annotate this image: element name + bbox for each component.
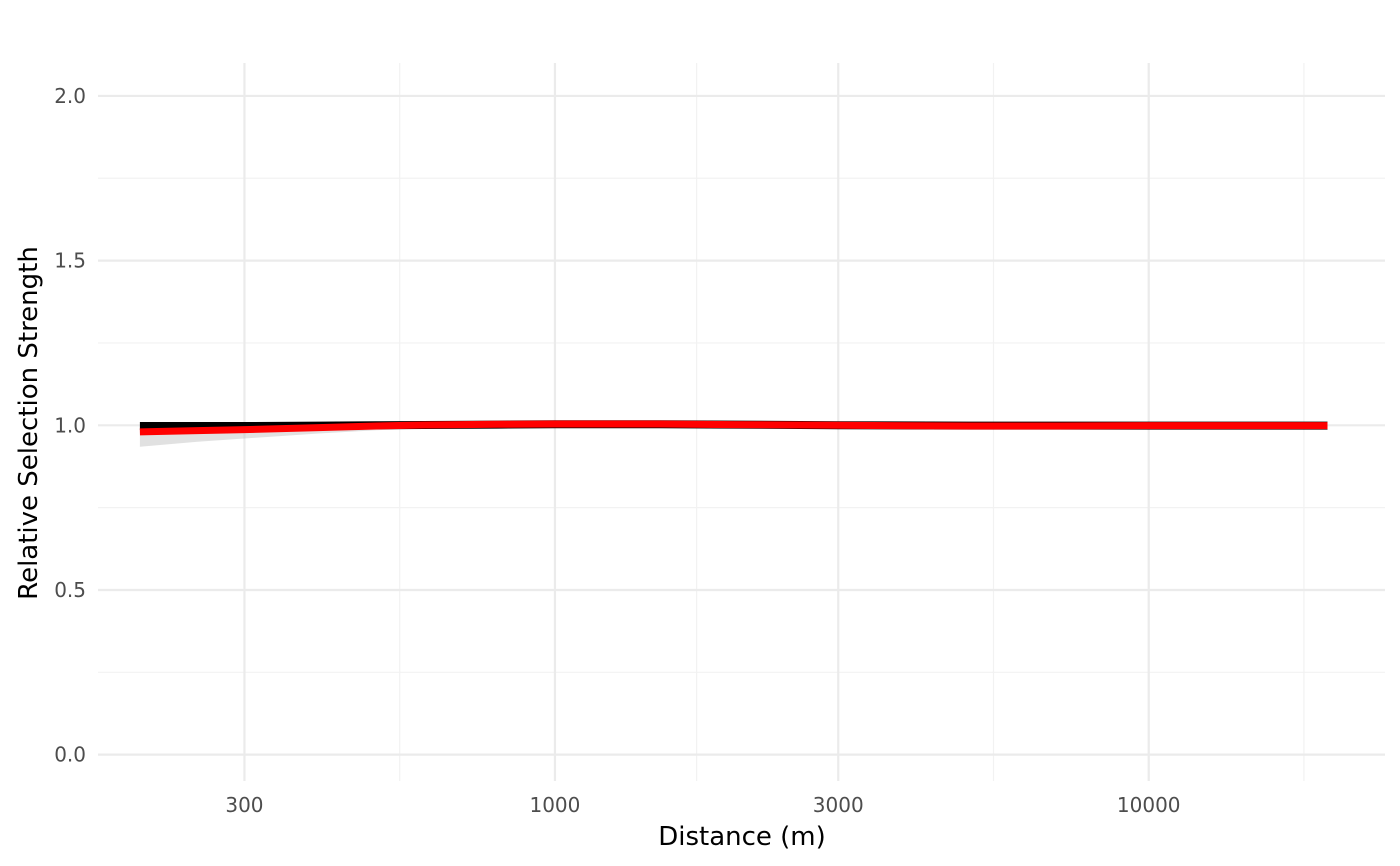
- y-tick-label: 1.5: [54, 249, 86, 273]
- y-tick-labels: 0.0 0.5 1.0 1.5 2.0: [54, 84, 86, 767]
- x-tick-label: 1000: [529, 793, 580, 817]
- y-tick-label: 0.5: [54, 578, 86, 602]
- x-axis-title: Distance (m): [658, 822, 826, 852]
- y-axis-title: Relative Selection Strength: [14, 246, 44, 600]
- y-tick-label: 2.0: [54, 84, 86, 108]
- x-tick-label: 300: [225, 793, 263, 817]
- x-tick-labels: 300 1000 3000 10000: [225, 793, 1180, 817]
- series-layer: [139, 420, 1328, 447]
- x-tick-label: 10000: [1117, 793, 1181, 817]
- red-series-line: [139, 420, 1328, 436]
- x-tick-label: 3000: [813, 793, 864, 817]
- y-tick-label: 1.0: [54, 413, 86, 437]
- y-tick-label: 0.0: [54, 743, 86, 767]
